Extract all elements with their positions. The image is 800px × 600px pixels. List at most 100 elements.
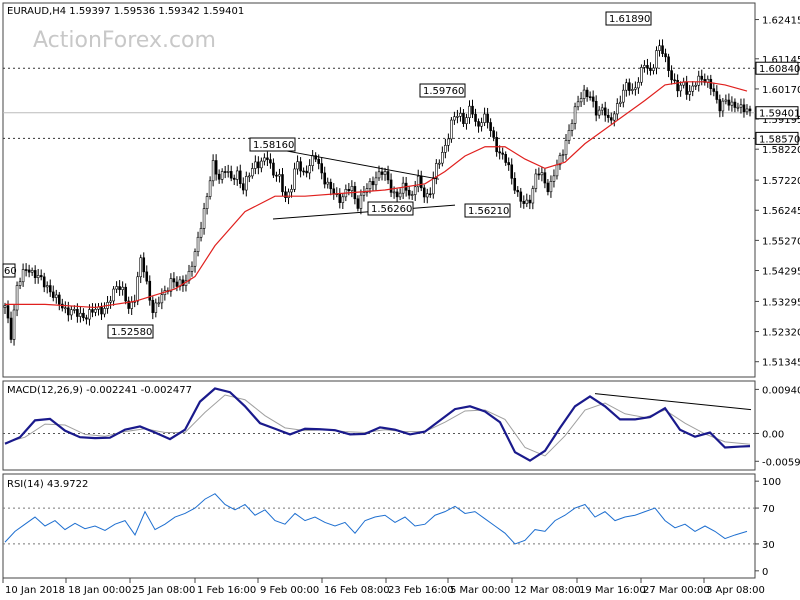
annotation-label-1: 1.58160 xyxy=(253,140,294,151)
rsi-tick-label: 30 xyxy=(762,540,775,551)
candle-body xyxy=(597,109,601,116)
price-tick-label: 1.52320 xyxy=(762,328,800,339)
candle-body xyxy=(733,101,737,108)
candle-body xyxy=(492,130,495,138)
price-tick-label: 1.56245 xyxy=(762,206,800,217)
candle-body xyxy=(380,171,384,175)
candle-body xyxy=(419,175,423,189)
candle-body xyxy=(217,173,221,180)
candle-body xyxy=(468,105,471,118)
candle-body xyxy=(525,199,529,204)
candle-body xyxy=(82,312,85,319)
candle-body xyxy=(428,193,432,196)
candle-body xyxy=(718,99,722,112)
candle-body xyxy=(154,302,158,313)
candle-body xyxy=(579,98,583,103)
candle-body xyxy=(238,170,242,184)
candle-body xyxy=(697,75,701,86)
candle-body xyxy=(395,191,399,198)
x-tick-label: 5 Mar 00:00 xyxy=(450,585,510,596)
candle-body xyxy=(214,160,218,175)
x-tick-label: 23 Feb 16:00 xyxy=(388,585,454,596)
candle-body xyxy=(724,99,728,102)
candle-body xyxy=(459,113,462,117)
candle-body xyxy=(567,130,571,141)
candle-body xyxy=(615,103,619,115)
candle-body xyxy=(438,162,441,165)
candle-body xyxy=(226,171,230,173)
candle-body xyxy=(519,191,523,202)
annotation-label-5: 1.61890 xyxy=(609,14,650,25)
candle-body xyxy=(269,159,272,164)
candle-body xyxy=(232,177,236,180)
candle-body xyxy=(570,123,574,131)
candle-body xyxy=(528,199,532,204)
candle-body xyxy=(79,312,82,317)
candle-body xyxy=(664,53,667,58)
candle-body xyxy=(609,117,613,121)
moving-average-line xyxy=(5,81,748,309)
candle-body xyxy=(435,163,438,179)
last-price-box xyxy=(755,106,799,120)
candle-body xyxy=(676,79,679,92)
rsi-tick-label: 70 xyxy=(762,504,775,515)
x-tick-label: 9 Feb 00:00 xyxy=(260,585,319,596)
candle-body xyxy=(70,309,73,316)
price-tick-label: 1.59195 xyxy=(762,115,800,126)
candle-body xyxy=(640,67,643,83)
candle-body xyxy=(715,91,719,100)
candle-body xyxy=(254,161,257,169)
candle-body xyxy=(190,265,194,272)
candle-body xyxy=(305,170,308,174)
candle-body xyxy=(576,101,580,108)
candle-body xyxy=(543,172,547,184)
candle-body xyxy=(88,309,91,320)
x-tick-label: 18 Jan 00:00 xyxy=(68,585,131,596)
candle-body xyxy=(474,113,477,122)
candle-body xyxy=(251,168,254,177)
price-tag-box xyxy=(755,131,799,145)
x-tick-label: 16 Feb 08:00 xyxy=(324,585,390,596)
price-panel xyxy=(2,2,756,378)
candle-body xyxy=(18,281,22,286)
candle-body xyxy=(386,171,390,181)
candle-body xyxy=(145,271,149,282)
candle-body xyxy=(308,165,311,174)
candle-body xyxy=(73,309,76,311)
candle-body xyxy=(477,121,480,127)
candle-body xyxy=(745,108,749,113)
candle-body xyxy=(612,113,616,121)
candle-body xyxy=(48,285,52,293)
candle-body xyxy=(67,307,70,316)
annotation-label-2: 1.56260 xyxy=(371,204,412,215)
candle-body xyxy=(658,45,661,51)
candle-body xyxy=(91,309,94,313)
candle-body xyxy=(124,286,127,302)
candle-body xyxy=(450,119,453,140)
candle-body xyxy=(12,309,16,340)
candle-body xyxy=(498,151,501,154)
x-tick-label: 1 Feb 16:00 xyxy=(197,585,256,596)
candle-body xyxy=(742,104,746,113)
candle-body xyxy=(501,152,504,155)
candle-body xyxy=(688,91,691,95)
candle-body xyxy=(377,171,381,179)
candle-body xyxy=(136,276,140,302)
candle-body xyxy=(148,280,152,301)
trendline-0 xyxy=(272,204,456,220)
candle-body xyxy=(9,317,13,340)
candle-body xyxy=(667,56,670,71)
x-tick-label: 3 Apr 08:00 xyxy=(706,585,765,596)
candle-body xyxy=(561,154,565,156)
x-tick-label: 10 Jan 2018 xyxy=(5,585,65,596)
candle-body xyxy=(401,182,405,194)
macd-signal-line xyxy=(4,394,751,457)
candle-body xyxy=(317,158,320,164)
rsi-header: RSI(14) 43.9722 xyxy=(7,479,88,490)
annotation-box-1 xyxy=(249,137,296,152)
candle-body xyxy=(622,89,625,103)
candle-body xyxy=(661,45,664,54)
candle-body xyxy=(637,81,640,89)
candle-body xyxy=(594,101,598,116)
